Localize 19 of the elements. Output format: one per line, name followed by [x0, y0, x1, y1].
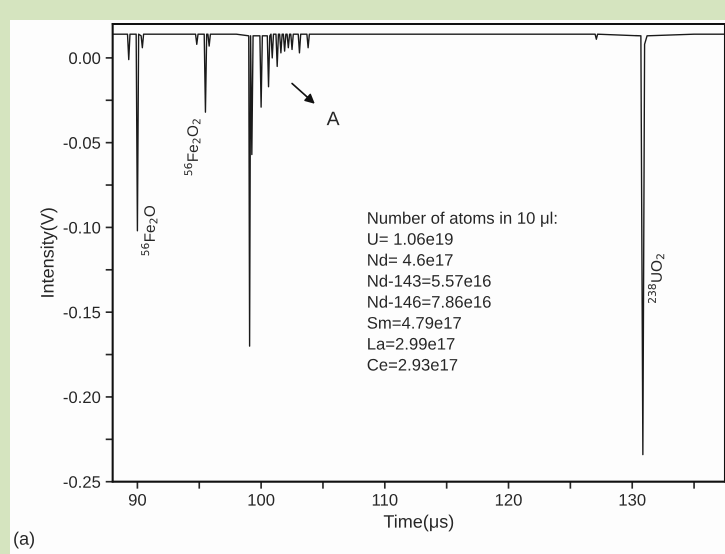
- annotation: $^{238}$UO$_{2}$: [648, 254, 664, 304]
- annotation: A: [326, 112, 340, 126]
- y-tick-label: -0.05: [64, 137, 100, 149]
- x-tick-label: 90: [128, 494, 146, 506]
- x-axis-title: Time(μs): [384, 514, 454, 532]
- annotation: $^{56}$Fe$_{2}$O: [141, 206, 158, 256]
- annotation: Number of atoms in 10 μl: U= 1.06e19 Nd= 4.6e17 Nd-143=5.57e16 Nd-146=7.86e16 Sm=4.79e17 La=2.99e17 Ce=2.93e17: [368, 212, 556, 371]
- y-tick-label: -0.15: [64, 306, 100, 318]
- x-tick-label: 120: [496, 494, 522, 506]
- y-tick-label: 0.00: [69, 52, 100, 64]
- y-tick-label: -0.25: [64, 476, 100, 488]
- y-axis-title: Intensity(V): [40, 208, 58, 297]
- annotation: $^{56}$Fe$_{2}$O$_{2}$: [184, 119, 200, 176]
- text: (a): [14, 532, 34, 548]
- x-tick-label: 110: [372, 494, 398, 506]
- x-tick-label: 100: [248, 494, 274, 506]
- x-tick-label: 130: [620, 494, 646, 506]
- y-tick-label: -0.10: [64, 222, 100, 234]
- y-tick-label: -0.20: [64, 391, 100, 404]
